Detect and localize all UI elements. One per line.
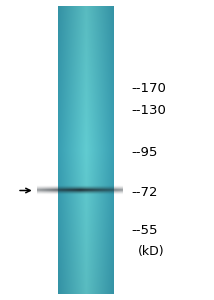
Text: --95: --95 (132, 146, 158, 160)
Text: --55: --55 (132, 224, 158, 238)
Text: --170: --170 (132, 82, 166, 95)
Text: --130: --130 (132, 104, 166, 118)
Text: --72: --72 (132, 185, 158, 199)
Text: (kD): (kD) (138, 245, 165, 259)
